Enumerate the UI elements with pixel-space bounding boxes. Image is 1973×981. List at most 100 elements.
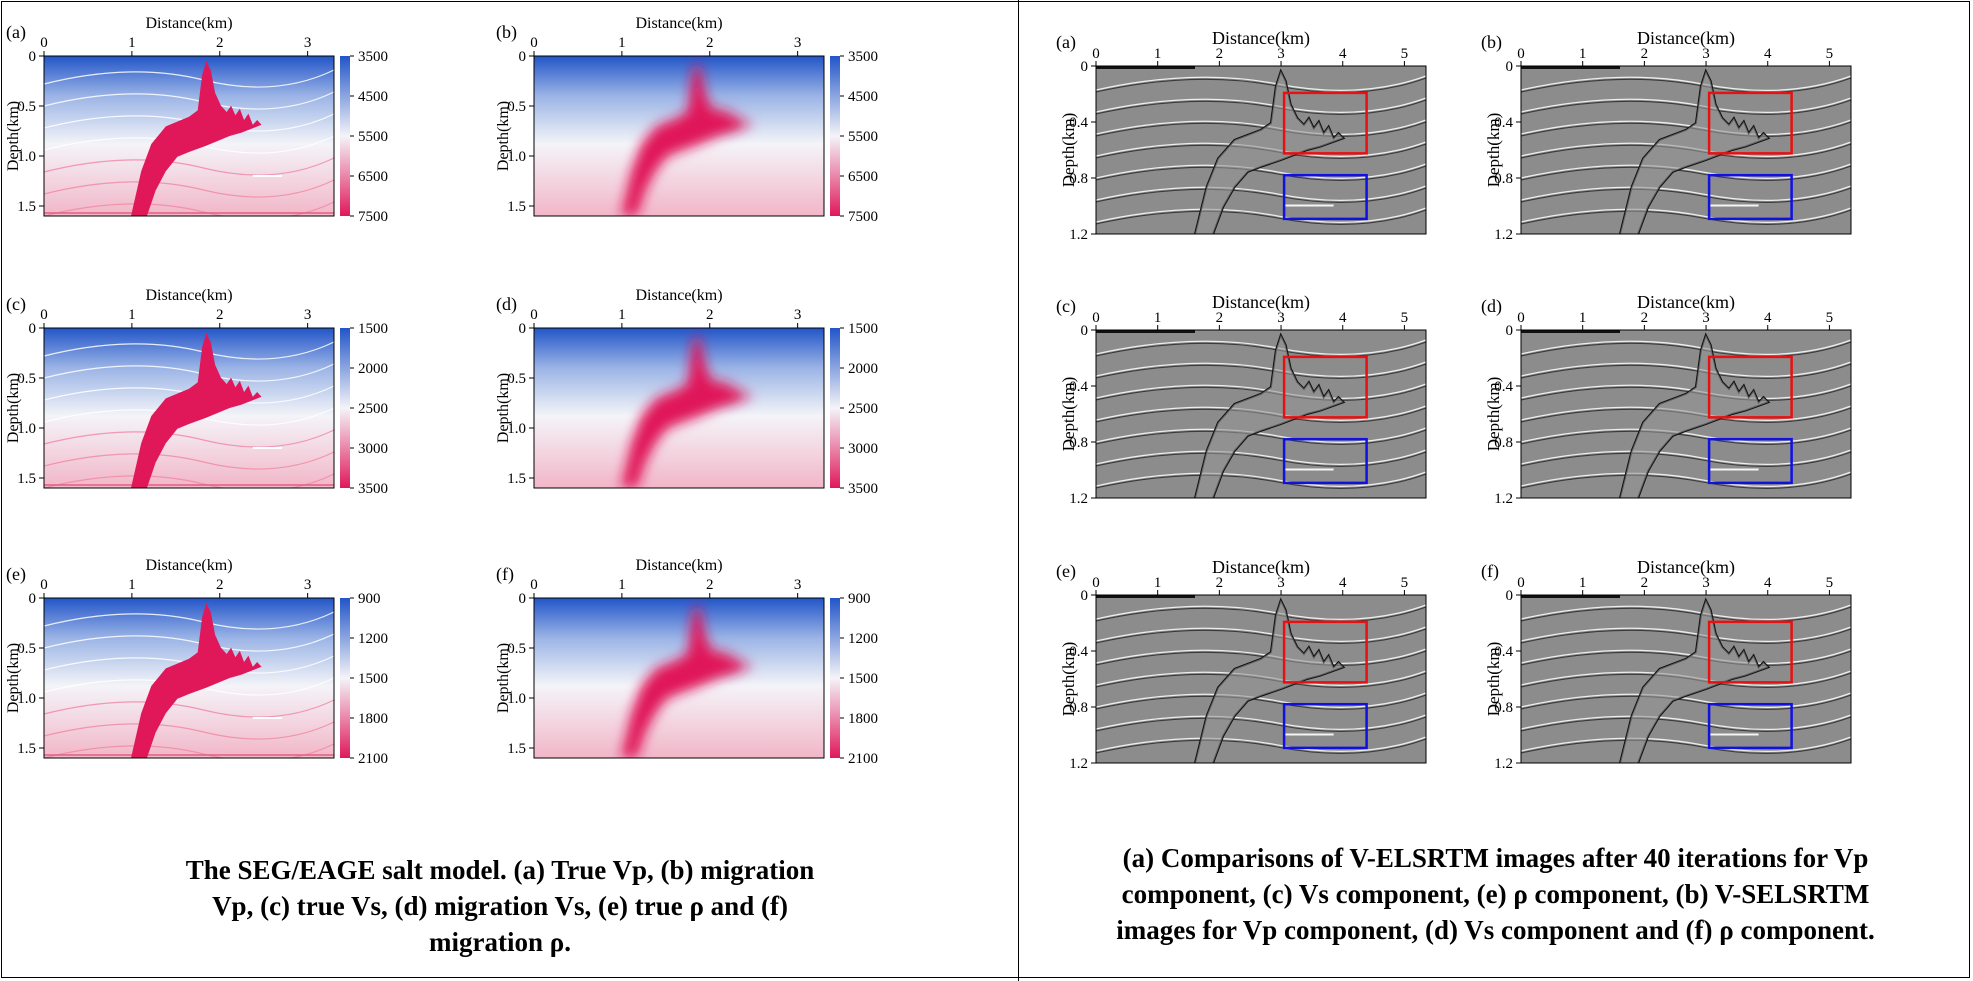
left-panel-f: (f) Distance(km) Depth(km) 0 1 2 3 0 0.5 1.0 1.5 90…: [490, 557, 910, 812]
x-tick-label: 0: [530, 307, 538, 323]
y-tick-label: 0.4: [1069, 379, 1088, 395]
colorbar: [340, 328, 350, 488]
top-surface: [1521, 330, 1620, 333]
y-tick-label: 0.5: [507, 641, 526, 657]
x-tick-label: 4: [1339, 575, 1347, 591]
colorbar-label: 3500: [848, 481, 878, 497]
red-highlight-box: [1282, 91, 1368, 155]
left-caption: The SEG/EAGE salt model. (a) True Vp, (b…: [40, 852, 960, 960]
x-axis-label: Distance(km): [1637, 557, 1735, 578]
y-tick-label: 0.4: [1069, 115, 1088, 131]
colorbar-label: 2100: [358, 751, 388, 767]
reflector-light: [1521, 714, 1851, 731]
y-axis-label: Depth(km): [1059, 377, 1078, 452]
x-tick-label: 4: [1764, 46, 1772, 62]
top-surface: [1096, 66, 1195, 69]
colorbar-label: 7500: [848, 209, 878, 225]
reflector-dark: [1521, 473, 1851, 489]
y-axis-label: Depth(km): [5, 101, 22, 171]
plot-frame: [1520, 329, 1852, 499]
panel-label: (c): [1056, 296, 1076, 317]
salt-body: [131, 60, 262, 216]
plot-frame: [1520, 594, 1852, 764]
x-tick-label: 3: [1702, 310, 1710, 326]
salt-body: [131, 602, 262, 758]
colorbar-label: 2500: [358, 401, 388, 417]
right-caption-line-3: images for Vp component, (d) Vs componen…: [1116, 915, 1875, 945]
x-tick-label: 2: [1216, 310, 1224, 326]
top-surface: [1521, 66, 1620, 69]
layer-reflector: [44, 699, 334, 718]
colorbar-label: 1800: [848, 711, 878, 727]
panel-label: (d): [1481, 296, 1502, 317]
blue-highlight-box: [1282, 173, 1368, 221]
panel-label: (a): [6, 22, 26, 43]
colorbar-label: 4500: [848, 89, 878, 105]
x-tick-label: 1: [618, 307, 626, 323]
layer-reflector: [44, 201, 334, 216]
x-tick-label: 2: [1216, 46, 1224, 62]
colorbar-label: 1800: [358, 711, 388, 727]
colorbar-label: 1500: [358, 321, 388, 337]
x-tick-label: 1: [128, 307, 136, 323]
y-tick-label: 1.2: [1494, 491, 1513, 507]
reflector-dark: [1521, 451, 1851, 467]
colorbar-label: 3500: [358, 49, 388, 65]
reflector-light: [1521, 736, 1851, 753]
x-tick-label: 1: [1579, 575, 1587, 591]
reflector-light: [1096, 736, 1426, 753]
y-axis-label: Depth(km): [1484, 642, 1503, 717]
y-tick-label: 1.2: [1069, 491, 1088, 507]
right-panel-c: (c) Distance(km) Depth(km) 0 1 2 3 4 5 0 0.4 0.8 1.2: [1050, 292, 1470, 544]
x-tick-label: 3: [1277, 575, 1285, 591]
x-tick-label: 2: [706, 577, 714, 593]
x-tick-label: 3: [794, 307, 802, 323]
reflector-light: [1521, 449, 1851, 466]
migration-image-plot: (a) Distance(km) Depth(km) 0 1 2 3 4 5 0 0.4 0.8 1.2: [1056, 28, 1427, 243]
model-plot: (c) Distance(km) Depth(km) 0 1 2 3 0 0.5 1.0 1.5 15…: [5, 287, 388, 497]
y-tick-label: 1.2: [1069, 227, 1088, 243]
x-tick-label: 5: [1826, 575, 1834, 591]
y-tick-label: 0.8: [1069, 435, 1088, 451]
plot-frame: [533, 327, 825, 489]
migration-image-plot: (c) Distance(km) Depth(km) 0 1 2 3 4 5 0 0.4 0.8 1.2: [1056, 292, 1427, 507]
model-image: [534, 598, 824, 758]
y-tick-label: 1.0: [17, 149, 36, 165]
x-tick-label: 0: [40, 35, 48, 51]
y-tick-label: 0: [29, 321, 37, 337]
reflector-light: [1096, 185, 1426, 202]
reflector-dark: [1521, 429, 1851, 445]
red-highlight-box: [1707, 91, 1793, 155]
reflector-dark: [1521, 165, 1851, 181]
reflector-light: [1521, 471, 1851, 488]
reflector-dark: [1096, 209, 1426, 225]
colorbar-label: 6500: [848, 169, 878, 185]
x-tick-label: 2: [216, 35, 224, 51]
y-tick-label: 0.8: [1494, 435, 1513, 451]
seismic-image: [1521, 330, 1851, 498]
colorbar-label: 1500: [848, 671, 878, 687]
panel-label: (f): [496, 564, 514, 585]
blue-highlight-box: [1707, 173, 1793, 221]
x-axis-label: Distance(km): [145, 557, 232, 574]
layer-reflector: [44, 473, 334, 488]
y-tick-label: 0: [29, 49, 37, 65]
layer-reflector: [44, 179, 334, 198]
migration-image-plot: (b) Distance(km) Depth(km) 0 1 2 3 4 5 0 0.4 0.8 1.2: [1481, 28, 1852, 243]
reflector-dark: [1521, 716, 1851, 732]
reflector-light: [1096, 427, 1426, 444]
salt-interior: [1620, 335, 1769, 498]
model-image: [44, 56, 334, 216]
right-caption: (a) Comparisons of V-ELSRTM images after…: [1018, 840, 1973, 948]
x-tick-label: 1: [128, 577, 136, 593]
salt-body-smoothed: [621, 60, 752, 216]
y-axis-label: Depth(km): [1059, 113, 1078, 188]
colorbar-label: 1500: [358, 671, 388, 687]
right-panel-a: (a) Distance(km) Depth(km) 0 1 2 3 4 5 0 0.4 0.8 1.2: [1050, 28, 1470, 280]
reflector-dark: [1096, 738, 1426, 754]
y-tick-label: 0.5: [17, 371, 36, 387]
model-plot: (b) Distance(km) Depth(km) 0 1 2 3 0 0.5 1.0 1.5 35…: [495, 15, 878, 225]
salt-interior: [1195, 71, 1344, 234]
x-tick-label: 3: [794, 577, 802, 593]
panel-label: (b): [496, 22, 517, 43]
